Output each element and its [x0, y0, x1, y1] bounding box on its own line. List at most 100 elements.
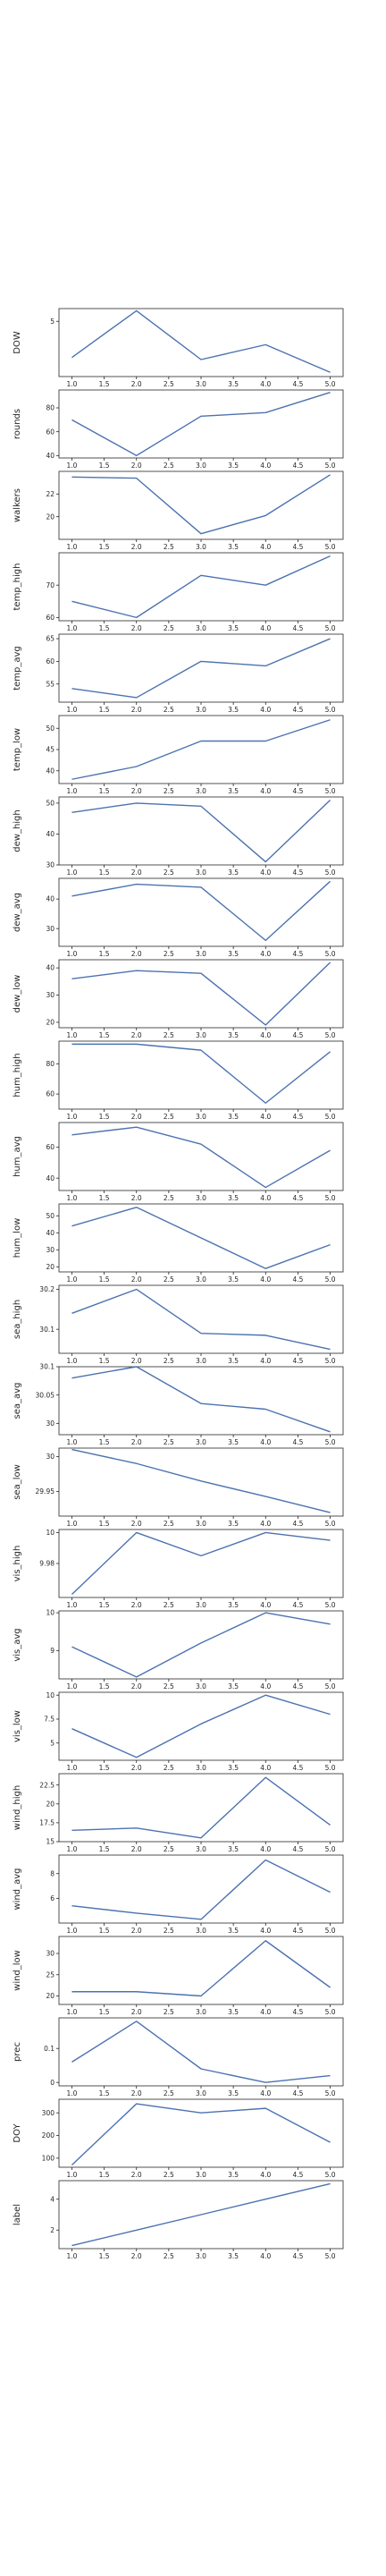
y-axis-label: hum_low [13, 1218, 22, 1258]
y-tick-label: 60 [46, 1090, 55, 1098]
x-tick-label: 2.5 [164, 2252, 174, 2260]
axes-frame [58, 1936, 344, 2005]
y-tick-label: 200 [42, 2131, 55, 2140]
x-tick-label: 2.0 [131, 2171, 142, 2179]
y-tick-label: 50 [46, 1212, 55, 1220]
x-tick-label: 2.5 [164, 869, 174, 877]
y-tick-label: 9.98 [39, 1560, 55, 1568]
x-tick-label: 2.0 [131, 1764, 142, 1772]
axes-frame [58, 2098, 344, 2168]
x-tick-label: 3.5 [228, 869, 239, 877]
x-tick-label: 5.0 [325, 1520, 336, 1528]
x-tick-label: 1.0 [66, 1113, 77, 1121]
axes-frame [58, 1529, 344, 1598]
axes-frame [58, 308, 344, 377]
x-tick-label: 4.5 [292, 2089, 303, 2097]
x-tick-label: 4.5 [292, 1601, 303, 1609]
x-tick-label: 2.5 [164, 1845, 174, 1853]
x-tick-label: 1.0 [66, 950, 77, 958]
x-tick-label: 4.0 [260, 380, 271, 388]
y-tick-label: 80 [46, 1060, 55, 1068]
x-tick-label: 5.0 [325, 380, 336, 388]
x-tick-label: 1.5 [99, 1845, 110, 1853]
x-tick-label: 4.5 [292, 2008, 303, 2016]
y-tick-label: 15 [46, 1838, 55, 1846]
x-tick-label: 2.5 [164, 787, 174, 795]
x-tick-label: 1.0 [66, 1194, 77, 1202]
x-tick-label: 2.5 [164, 1438, 174, 1446]
x-tick-label: 5.0 [325, 2171, 336, 2179]
x-tick-label: 2.0 [131, 1520, 142, 1528]
x-tick-label: 4.0 [260, 1438, 271, 1446]
panel-temp_high: temp_high 60 70 1.0 1.5 2.0 2.5 3.0 3.5 4.0 4.5 5.0 [13, 552, 344, 632]
y-axis-label: temp_avg [13, 646, 22, 691]
y-axis-label: hum_high [13, 1053, 22, 1097]
series-line-walkers [71, 474, 331, 535]
x-tick-label: 1.5 [99, 706, 110, 714]
x-tick-label: 3.0 [196, 1357, 206, 1365]
y-tick-label: 30.1 [39, 1363, 55, 1371]
x-tick-label: 1.0 [66, 543, 77, 551]
x-tick-label: 4.0 [260, 1113, 271, 1121]
x-tick-label: 2.0 [131, 869, 142, 877]
x-tick-label: 2.5 [164, 1520, 174, 1528]
x-tick-label: 3.5 [228, 543, 239, 551]
axes-frame [58, 389, 344, 459]
x-tick-label: 4.0 [260, 2171, 271, 2179]
x-tick-label: 4.5 [292, 380, 303, 388]
x-tick-label: 1.0 [66, 2089, 77, 2097]
x-tick-label: 3.5 [228, 2089, 239, 2097]
x-tick-label: 2.0 [131, 1031, 142, 1039]
x-tick-label: 4.5 [292, 1113, 303, 1121]
panel-DOY: DOY 100 200 300 1.0 1.5 2.0 2.5 3.0 3.5 4.0 4.5 5.0 [13, 2098, 344, 2179]
panel-DOW: DOW 5 1.0 1.5 2.0 2.5 3.0 3.5 4.0 4.5 5.0 [13, 308, 344, 388]
y-axis-label: vis_low [13, 1710, 22, 1742]
y-tick-label: 65 [46, 635, 55, 643]
x-tick-label: 3.0 [196, 543, 206, 551]
x-tick-label: 3.0 [196, 1438, 206, 1446]
y-tick-label: 50 [46, 724, 55, 733]
x-tick-label: 1.0 [66, 1520, 77, 1528]
panel-rounds: rounds 40 60 80 1.0 1.5 2.0 2.5 3.0 3.5 4.0 4.5 5.0 [13, 389, 344, 470]
x-tick-label: 5.0 [325, 1601, 336, 1609]
x-tick-label: 4.5 [292, 1682, 303, 1690]
axes-frame [58, 1773, 344, 1843]
y-axis-label: temp_low [13, 728, 22, 771]
y-tick-label: 25 [46, 1970, 55, 1979]
x-tick-label: 3.5 [228, 1601, 239, 1609]
x-tick-label: 2.0 [131, 787, 142, 795]
x-tick-label: 3.0 [196, 462, 206, 470]
x-tick-label: 2.0 [131, 1438, 142, 1446]
y-tick-label: 30.05 [36, 1391, 55, 1399]
x-tick-label: 3.0 [196, 787, 206, 795]
x-tick-label: 4.0 [260, 787, 271, 795]
axes-frame [58, 552, 344, 622]
x-tick-label: 2.0 [131, 1275, 142, 1284]
x-tick-label: 2.5 [164, 1031, 174, 1039]
y-tick-label: 7.5 [44, 1716, 55, 1724]
x-tick-label: 4.0 [260, 706, 271, 714]
x-tick-label: 3.0 [196, 1927, 206, 1935]
y-tick-label: 5 [50, 1739, 55, 1747]
series-line-wind_avg [71, 1859, 331, 1920]
x-tick-label: 5.0 [325, 1927, 336, 1935]
x-tick-label: 2.5 [164, 706, 174, 714]
panel-label: label 2 4 1.0 1.5 2.0 2.5 3.0 3.5 4.0 4.5 5.0 [13, 2180, 344, 2260]
series-line-wind_low [71, 1940, 331, 1997]
y-axis-label: sea_low [13, 1464, 22, 1500]
y-tick-label: 20 [46, 1992, 55, 2000]
y-tick-label: 10 [46, 1609, 55, 1617]
x-tick-label: 1.5 [99, 1438, 110, 1446]
panel-hum_low: hum_low 20 30 40 50 1.0 1.5 2.0 2.5 3.0 3.5 4.0 4.5 5… [13, 1203, 344, 1284]
series-line-hum_low [71, 1207, 331, 1269]
x-tick-label: 3.5 [228, 950, 239, 958]
x-tick-label: 3.0 [196, 1194, 206, 1202]
y-tick-label: 60 [46, 428, 55, 436]
x-tick-label: 3.5 [228, 1194, 239, 1202]
x-tick-label: 1.5 [99, 1031, 110, 1039]
x-tick-label: 4.5 [292, 869, 303, 877]
x-tick-label: 2.0 [131, 462, 142, 470]
x-tick-label: 3.5 [228, 706, 239, 714]
y-tick-label: 40 [46, 1229, 55, 1237]
y-tick-label: 30.1 [39, 1326, 55, 1334]
